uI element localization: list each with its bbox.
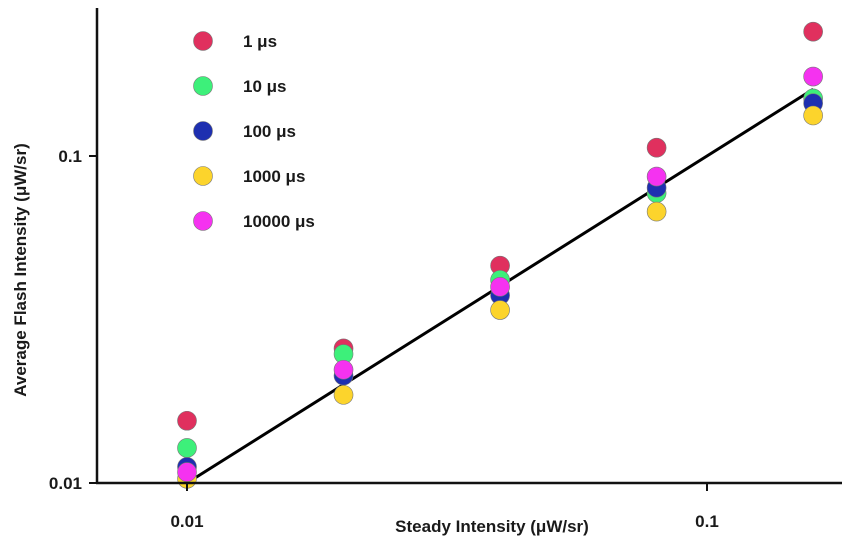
data-point: [333, 359, 354, 380]
legend-label: 1000 μs: [243, 167, 305, 186]
legend-marker: [193, 211, 213, 231]
y-tick-label: 0.1: [58, 147, 82, 166]
y-tick-label: 0.01: [49, 474, 82, 493]
legend-label: 10 μs: [243, 77, 287, 96]
data-point: [646, 137, 667, 158]
legend-label: 1 μs: [243, 32, 277, 51]
x-tick-label: 0.01: [170, 512, 203, 531]
y-axis-label: Average Flash Intensity (μW/sr): [11, 143, 30, 397]
data-point: [803, 21, 823, 42]
legend-marker: [193, 166, 213, 186]
x-axis-label: Steady Intensity (μW/sr): [395, 517, 589, 536]
data-point: [177, 462, 197, 482]
data-point: [333, 385, 354, 405]
data-point: [803, 66, 823, 87]
legend-marker: [193, 31, 213, 51]
legend-label: 100 μs: [243, 122, 296, 141]
legend: 1 μs 10 μs 100 μs 1000 μs 10000 μs: [193, 31, 315, 231]
legend-marker: [193, 76, 213, 96]
data-point: [490, 277, 510, 297]
data-point: [646, 166, 667, 187]
data-point: [646, 201, 667, 222]
data-point: [803, 105, 823, 126]
data-point: [490, 300, 510, 320]
data-point: [177, 410, 197, 431]
data-point: [177, 438, 197, 458]
x-tick-label: 0.1: [695, 512, 719, 531]
legend-label: 10000 μs: [243, 212, 315, 231]
legend-marker: [193, 121, 213, 141]
